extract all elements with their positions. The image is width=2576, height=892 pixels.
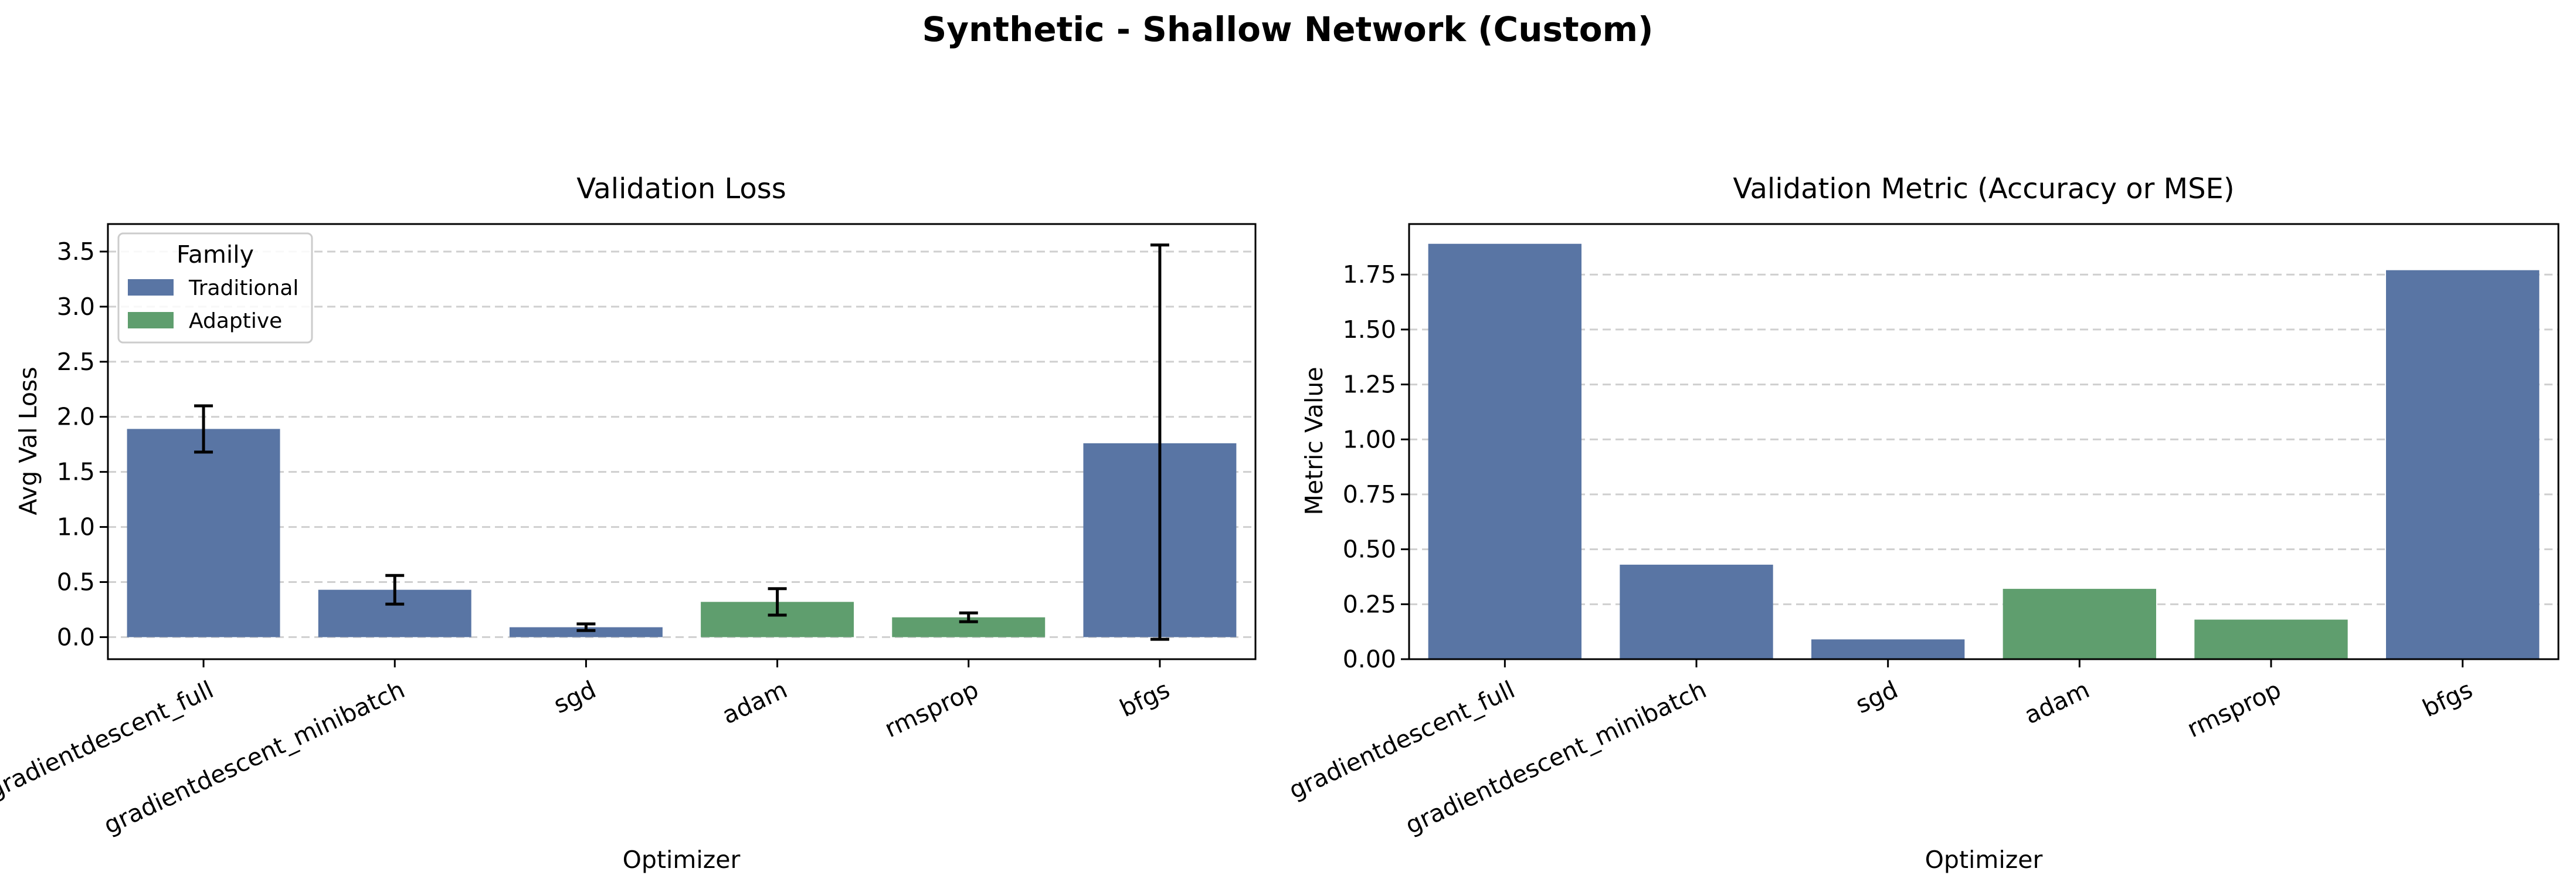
y-tick-label: 3.0 (57, 293, 95, 321)
axes-frame (1408, 223, 2560, 660)
validation-metric-y-axis-label: Metric Value (1300, 367, 1328, 515)
y-tick-label: 0.5 (57, 568, 95, 596)
y-tick-label: 0.50 (1343, 535, 1396, 564)
bar-bfgs (2386, 270, 2540, 659)
bar-gradientdescent_full (1428, 243, 1581, 659)
y-tick-label: 1.00 (1343, 425, 1396, 453)
x-tick-label: bfgs (2418, 676, 2477, 723)
validation-loss-title: Validation Loss (576, 172, 786, 205)
x-tick-label: rmsprop (2183, 676, 2285, 744)
y-tick-label: 1.5 (57, 458, 95, 486)
x-tick-label: adam (718, 676, 792, 730)
y-tick-label: 0.00 (1343, 645, 1396, 673)
bar-gradientdescent_full (127, 429, 280, 637)
y-tick-label: 0.0 (57, 623, 95, 651)
validation-metric-panel: Validation Metric (Accuracy or MSE) Opti… (1285, 172, 2560, 874)
bar-sgd (1811, 639, 1965, 659)
y-tick-label: 3.5 (57, 238, 95, 266)
x-tick-label: gradientdescent_minibatch (1401, 676, 1710, 840)
y-tick-label: 1.0 (57, 513, 95, 541)
bar-adam (2003, 589, 2156, 659)
x-tick-label: rmsprop (880, 676, 983, 744)
bar-rmsprop (2194, 619, 2348, 659)
x-tick-label: bfgs (1115, 676, 1174, 723)
y-tick-label: 0.75 (1343, 480, 1396, 508)
legend-swatch-traditional (128, 279, 174, 296)
y-tick-label: 2.0 (57, 403, 95, 431)
bar-gradientdescent_minibatch (1620, 564, 1773, 659)
validation-metric-title: Validation Metric (Accuracy or MSE) (1733, 172, 2234, 205)
axes-frame (107, 223, 1257, 660)
y-tick-label: 1.25 (1343, 371, 1396, 399)
legend-label-traditional: Traditional (188, 276, 298, 300)
y-tick-label: 1.75 (1343, 260, 1396, 289)
family-legend: Family Traditional Adaptive (117, 232, 313, 344)
y-tick-label: 0.25 (1343, 590, 1396, 618)
x-tick-label: adam (2020, 676, 2094, 730)
x-tick-label: sgd (549, 676, 600, 720)
validation-loss-y-axis-label: Avg Val Loss (14, 367, 42, 515)
legend-swatch-adaptive (128, 312, 174, 328)
x-tick-label: gradientdescent_minibatch (100, 676, 409, 840)
legend-label-adaptive: Adaptive (189, 309, 282, 333)
validation-metric-x-axis-label: Optimizer (1925, 846, 2043, 874)
figure-title: Synthetic - Shallow Network (Custom) (922, 9, 1653, 49)
legend-title: Family (177, 240, 254, 269)
validation-metric-plot-area: 0.00 0.25 0.50 0.75 1.00 1.25 1.50 1.75 gradient… (1285, 223, 2560, 840)
validation-loss-plot-area: 0.0 0.5 1.0 1.5 2.0 2.5 3.0 3.5 gradientdescent_… (0, 223, 1257, 840)
bar-sgd (509, 627, 663, 637)
validation-loss-panel: Validation Loss Optimizer Avg Val Loss 0… (0, 172, 1257, 874)
validation-loss-x-axis-label: Optimizer (623, 846, 741, 874)
y-tick-label: 2.5 (57, 348, 95, 376)
y-tick-label: 1.50 (1343, 316, 1396, 344)
x-tick-label: sgd (1851, 676, 1902, 720)
